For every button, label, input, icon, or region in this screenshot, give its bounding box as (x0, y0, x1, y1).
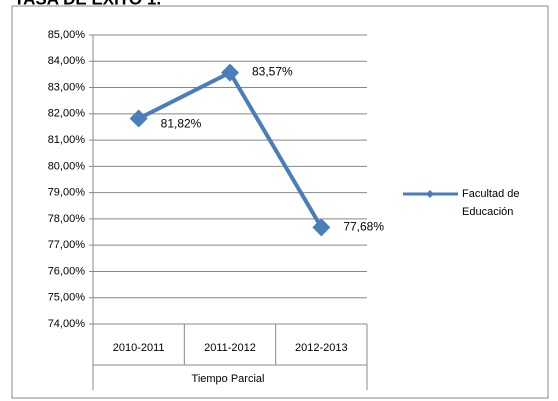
data-label: 83,57% (252, 65, 293, 79)
legend-label: Facultad de Educación (462, 188, 519, 218)
y-tick-label: 78,00% (48, 213, 86, 225)
x-tick-label: 2010-2011 (113, 342, 165, 354)
data-point (129, 109, 148, 128)
y-tick-label: 82,00% (48, 108, 86, 120)
y-tick-label: 83,00% (48, 81, 86, 93)
y-tick-label: 85,00% (48, 29, 86, 41)
data-point (221, 63, 239, 82)
x-tick-label: 2011-2012 (204, 342, 256, 354)
y-tick-label: 75,00% (48, 292, 86, 304)
legend-marker (426, 190, 434, 198)
y-tick-label: 79,00% (48, 187, 86, 199)
data-label: 81,82% (161, 117, 202, 131)
y-tick-label: 81,00% (48, 134, 86, 146)
data-label: 77,68% (343, 219, 384, 233)
x-axis-title: Tiempo Parcial (192, 373, 265, 385)
chart-frame (11, 5, 549, 399)
data-point (312, 218, 331, 237)
x-tick-label: 2012-2013 (295, 342, 348, 354)
y-tick-label: 74,00% (48, 318, 86, 330)
chart-title: TASA DE ÉXITO 1. (14, 0, 161, 8)
y-tick-label: 77,00% (48, 239, 86, 251)
y-tick-label: 80,00% (48, 160, 86, 172)
y-tick-label: 84,00% (48, 55, 86, 67)
y-tick-label: 76,00% (48, 265, 86, 277)
